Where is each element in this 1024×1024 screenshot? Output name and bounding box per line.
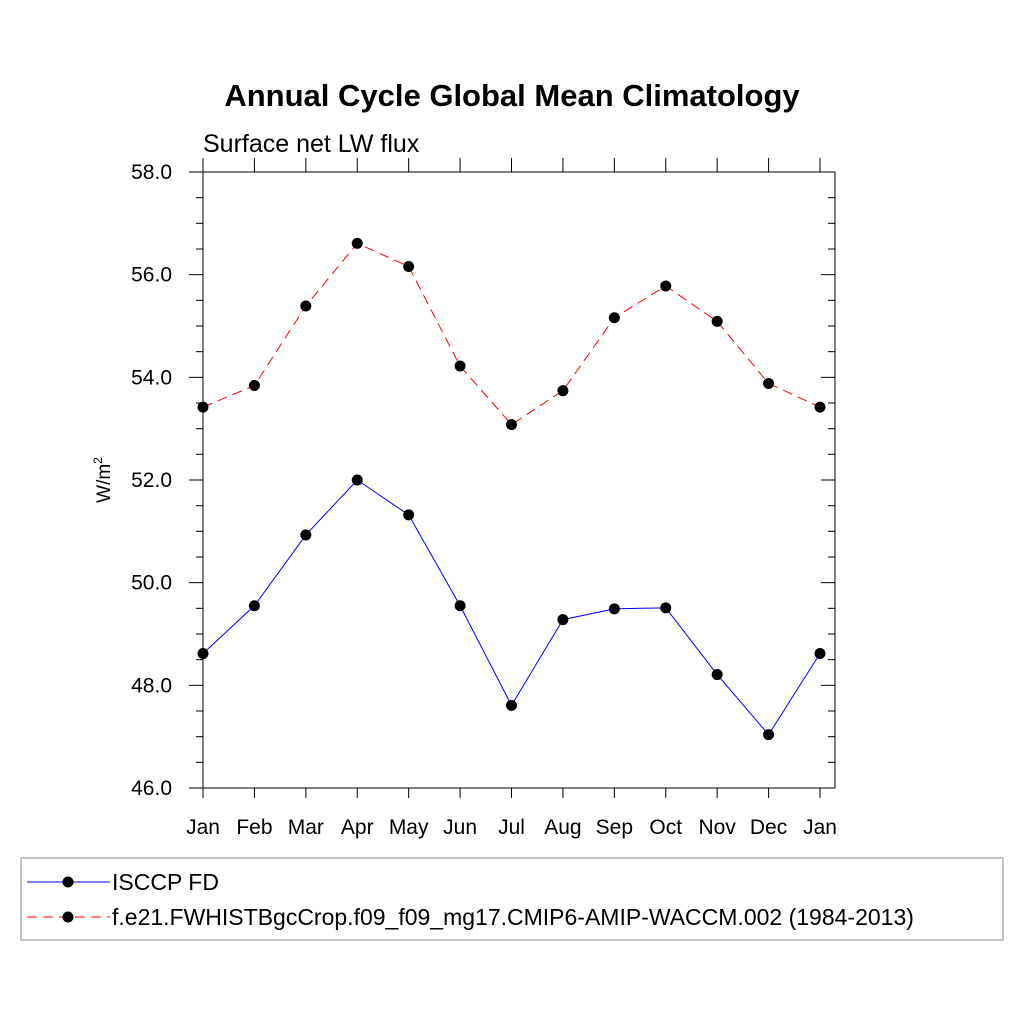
data-point <box>763 729 775 741</box>
svg-text:W/m2: W/m2 <box>91 457 115 503</box>
axes: Jan Feb Mar Apr May Jun Jul Aug Sep Oct Nov Dec Jan 4… <box>131 158 837 839</box>
x-tick-label: Aug <box>544 816 581 839</box>
series-layer <box>197 237 826 741</box>
data-point <box>197 648 209 660</box>
data-point <box>403 260 415 272</box>
data-point <box>711 315 723 327</box>
legend-entry-1: ISCCP FD <box>27 869 219 895</box>
data-point <box>454 360 466 372</box>
y-tick-label: 50.0 <box>131 572 172 595</box>
data-point <box>557 385 569 397</box>
x-tick-label: Jan <box>186 816 220 839</box>
legend: ISCCP FD f.e21.FWHISTBgcCrop.f09_f09_mg17… <box>27 869 914 930</box>
legend-marker <box>62 876 74 888</box>
data-point <box>608 603 620 615</box>
legend-label: f.e21.FWHISTBgcCrop.f09_f09_mg17.CMIP6-A… <box>112 904 914 930</box>
data-point <box>248 380 260 392</box>
y-tick-label: 58.0 <box>131 161 172 184</box>
y-axis-label: W/m <box>94 464 115 503</box>
legend-entry-2: f.e21.FWHISTBgcCrop.f09_f09_mg17.CMIP6-A… <box>27 904 914 930</box>
data-point <box>403 509 415 521</box>
legend-label: ISCCP FD <box>112 869 219 895</box>
series-2 <box>197 237 826 431</box>
series-1 <box>197 474 826 741</box>
x-tick-label: Jul <box>498 816 525 839</box>
x-tick-label: Sep <box>596 816 633 839</box>
y-tick-label: 52.0 <box>131 469 172 492</box>
data-point <box>711 669 723 681</box>
data-point <box>248 600 260 612</box>
x-tick-label: Dec <box>750 816 787 839</box>
y-tick-label: 46.0 <box>131 777 172 800</box>
data-point <box>351 237 363 249</box>
y-axis-label-superscript: 2 <box>91 457 105 464</box>
data-point <box>300 529 312 541</box>
data-point <box>197 401 209 413</box>
data-point <box>660 602 672 614</box>
legend-box <box>20 857 1004 941</box>
x-tick-label: Feb <box>236 816 272 839</box>
data-point <box>300 300 312 312</box>
x-tick-label: Jun <box>443 816 477 839</box>
x-tick-label: Oct <box>649 816 682 839</box>
data-point <box>506 419 517 431</box>
chart-title: Annual Cycle Global Mean Climatology <box>224 78 800 113</box>
data-point <box>814 648 826 660</box>
x-tick-label: Jan <box>803 816 837 839</box>
data-point <box>608 312 620 324</box>
x-tick-label: Mar <box>288 816 324 839</box>
chart-subtitle: Surface net LW flux <box>203 130 420 158</box>
data-point <box>351 474 363 486</box>
legend-marker <box>62 911 74 923</box>
data-point <box>660 280 672 292</box>
x-tick-label: May <box>389 816 429 839</box>
y-tick-label: 56.0 <box>131 264 172 287</box>
x-tick-label: Apr <box>341 816 374 839</box>
y-axis-title: W/m2 <box>91 457 115 503</box>
series-line <box>202 242 821 426</box>
data-point <box>814 401 826 413</box>
y-tick-label: 54.0 <box>131 366 172 389</box>
y-tick-label: 48.0 <box>131 674 172 697</box>
data-point <box>763 377 775 389</box>
data-point <box>454 600 466 612</box>
data-point <box>557 614 569 626</box>
series-line <box>202 479 821 736</box>
data-point <box>506 699 517 711</box>
x-tick-label: Nov <box>698 816 736 839</box>
plot-frame <box>202 171 836 789</box>
